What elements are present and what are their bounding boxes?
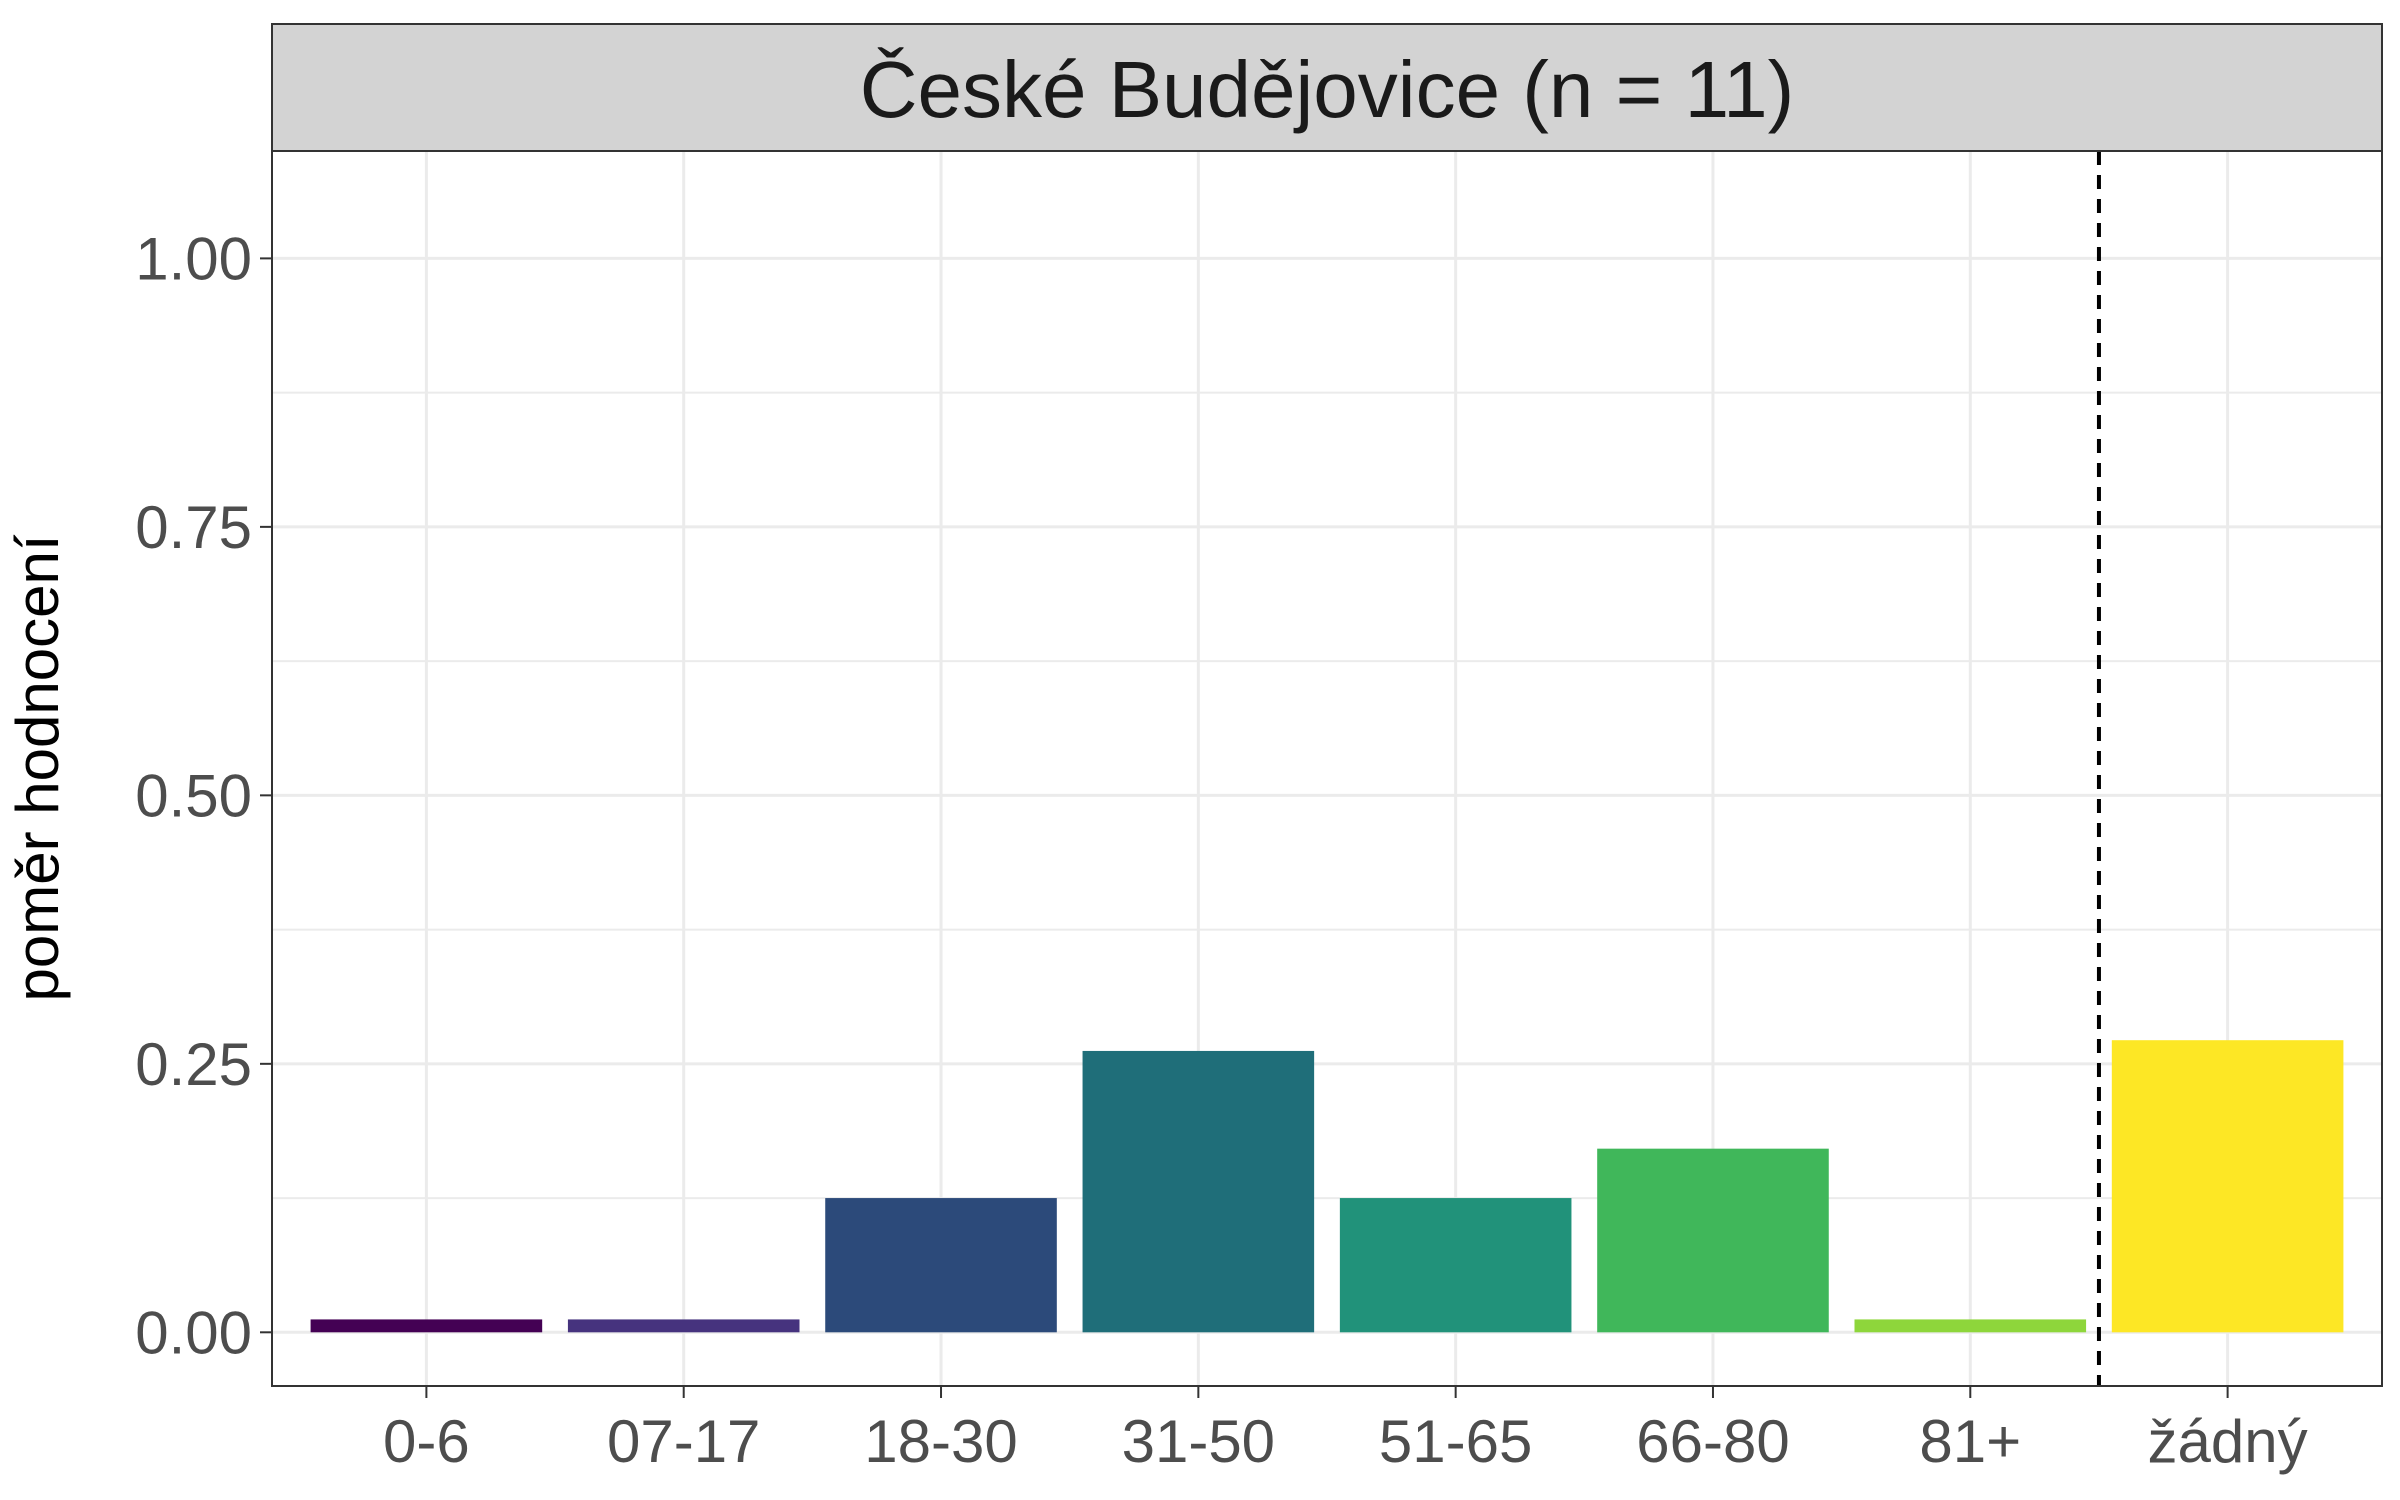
y-tick-label: 0.50 [135, 762, 252, 829]
bar-66-80 [1597, 1148, 1829, 1333]
x-tick-label: 18-30 [864, 1408, 1017, 1475]
x-tick-label: žádný [2148, 1408, 2308, 1475]
bar-07-17 [567, 1319, 800, 1333]
plot-panel [272, 151, 2382, 1386]
x-tick-label: 0-6 [383, 1408, 470, 1475]
minor-grid [272, 391, 2382, 1200]
y-tick-label: 0.00 [135, 1299, 252, 1366]
major-grid [272, 151, 2382, 1386]
y-tick-label: 1.00 [135, 225, 252, 292]
chart-title: České Budějovice (n = 11) [860, 45, 1795, 134]
y-axis: 0.00 0.25 0.50 0.75 1.00 [135, 225, 272, 1366]
x-tick-label: 81+ [1919, 1408, 2021, 1475]
x-tick-label: 66-80 [1636, 1408, 1789, 1475]
bar-51-65 [1339, 1198, 1572, 1333]
bar-18-30 [825, 1198, 1057, 1333]
bar-31-50 [1082, 1050, 1315, 1333]
y-tick-label: 0.75 [135, 494, 252, 561]
y-tick-label: 0.25 [135, 1031, 252, 1098]
bar-81+ [1854, 1319, 2087, 1333]
facet-strip [271, 23, 2383, 152]
plot-border [271, 150, 2383, 1387]
x-tick-label: 31-50 [1122, 1408, 1275, 1475]
bar-0-6 [310, 1319, 543, 1333]
x-axis: 0-6 07-17 18-30 31-50 51-65 66-80 81+ žádný [383, 1386, 2308, 1475]
x-tick-label: 07-17 [607, 1408, 760, 1475]
x-tick-label: 51-65 [1379, 1408, 1532, 1475]
y-axis-label: poměr hodnocení [4, 534, 71, 1001]
bars [310, 1040, 2344, 1333]
bar-žádný [2111, 1040, 2344, 1333]
